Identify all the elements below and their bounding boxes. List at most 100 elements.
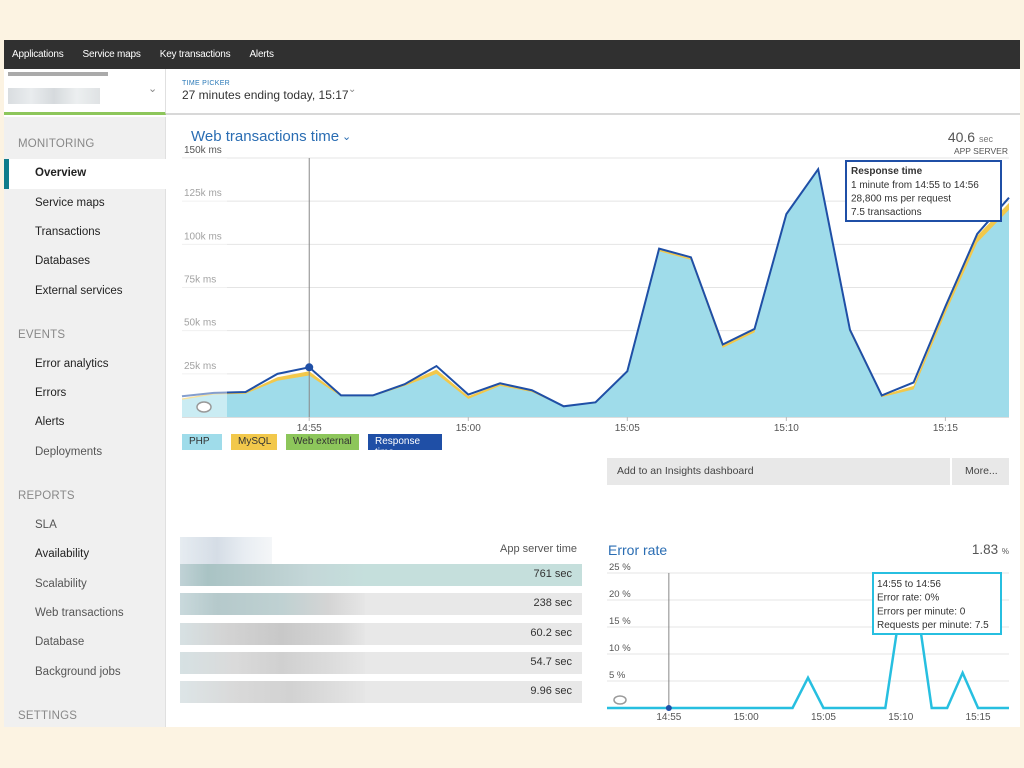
x-tick-label: 15:10 xyxy=(888,712,913,723)
y-tick-label: 10 % xyxy=(609,643,631,654)
more-button[interactable]: More... xyxy=(965,465,998,477)
stat-value: 1.83 xyxy=(971,542,999,557)
table-row[interactable]: 54.7 sec xyxy=(180,652,582,674)
error-rate-line xyxy=(607,598,1009,710)
app-name-redacted xyxy=(8,88,100,104)
sidebar-item-external-services[interactable]: External services xyxy=(35,285,123,297)
hover-point xyxy=(305,363,314,372)
sidebar-item-error-analytics[interactable]: Error analytics xyxy=(35,358,109,370)
time-picker[interactable]: TIME PICKER 27 minutes ending today, 15:… xyxy=(182,80,349,102)
sidebar: MONITORING Overview Service maps Transac… xyxy=(4,117,166,727)
sidebar-section-monitoring: MONITORING xyxy=(18,138,95,150)
nav-applications[interactable]: Applications xyxy=(12,49,64,60)
time-picker-label: TIME PICKER xyxy=(182,80,231,87)
x-tick-label: 15:05 xyxy=(615,423,640,434)
insights-bar: Add to an Insights dashboard More... xyxy=(607,458,1009,485)
chevron-down-icon[interactable]: ⌄ xyxy=(348,84,357,95)
y-tick-label: 50k ms xyxy=(184,318,216,329)
table-header-app-server-time: App server time xyxy=(500,543,578,555)
legend-mysql[interactable]: MySQL xyxy=(231,434,277,450)
legend-label: PHP xyxy=(189,436,210,447)
table-cell-value: 60.2 sec xyxy=(530,627,572,639)
legend-web-external[interactable]: Web external xyxy=(286,434,359,450)
app-frame: Applications Service maps Key transactio… xyxy=(4,40,1020,727)
time-picker-value[interactable]: 27 minutes ending today, 15:17 xyxy=(182,88,349,102)
redacted-name xyxy=(180,564,365,586)
redacted-name xyxy=(180,593,365,615)
legend-label: Web external xyxy=(293,436,352,447)
tooltip-line: 14:55 to 14:56 xyxy=(877,579,941,590)
y-tick-label: 20 % xyxy=(609,589,631,600)
chart-title[interactable]: Web transactions time xyxy=(191,128,340,145)
sidebar-item-web-transactions[interactable]: Web transactions xyxy=(35,607,124,619)
sidebar-item-deployments[interactable]: Deployments xyxy=(35,446,103,458)
chart-tooltip: Response time 1 minute from 14:55 to 14:5… xyxy=(845,160,1002,222)
redacted-name xyxy=(180,681,365,703)
table-cell-value: 238 sec xyxy=(533,597,572,609)
chevron-down-icon[interactable]: ⌄ xyxy=(342,131,352,143)
php-area xyxy=(182,170,1009,417)
table-row[interactable]: 761 sec xyxy=(180,564,582,586)
y-tick-label: 25 % xyxy=(609,562,631,573)
stat-unit: % xyxy=(1001,547,1009,556)
app-name-redacted-bar xyxy=(8,72,108,76)
error-rate-chart[interactable]: 5 % 10 % 15 % 20 % 25 % 14:55 15:00 15:05 15:10 1… xyxy=(4,40,1020,727)
y-tick-label: 5 % xyxy=(609,670,626,681)
chevron-down-icon[interactable]: ⌄ xyxy=(148,83,158,95)
nav-alerts[interactable]: Alerts xyxy=(249,49,274,60)
error-rate-stat: 1.83 % xyxy=(972,542,1009,557)
sidebar-item-availability[interactable]: Availability xyxy=(35,548,90,560)
nav-service-maps[interactable]: Service maps xyxy=(82,49,141,60)
sidebar-section-settings: SETTINGS xyxy=(18,710,78,722)
legend-label: Response time xyxy=(375,436,421,458)
tooltip-line: 7.5 transactions xyxy=(851,207,922,218)
x-tick-label: 15:15 xyxy=(966,712,991,723)
app-bar: ⌄ TIME PICKER 27 minutes ending today, 1… xyxy=(4,69,1020,115)
tooltip-title: Response time xyxy=(851,166,923,177)
y-tick-label: 25k ms xyxy=(184,361,216,372)
hover-point xyxy=(665,705,672,711)
legend-label: MySQL xyxy=(238,436,272,447)
x-tick-label: 15:10 xyxy=(774,423,799,434)
table-row[interactable]: 9.96 sec xyxy=(180,681,582,703)
sidebar-item-errors[interactable]: Errors xyxy=(35,387,67,399)
app-server-stat: 40.6 sec xyxy=(948,129,993,145)
sidebar-item-label: Overview xyxy=(35,167,87,179)
nav-key-transactions[interactable]: Key transactions xyxy=(159,49,231,60)
sidebar-section-events: EVENTS xyxy=(18,329,66,341)
sidebar-item-transactions[interactable]: Transactions xyxy=(35,226,101,238)
top-nav: Applications Service maps Key transactio… xyxy=(4,40,1020,69)
x-tick-label: 15:00 xyxy=(734,712,759,723)
table-cell-value: 54.7 sec xyxy=(530,656,572,668)
error-rate-title[interactable]: Error rate xyxy=(608,542,668,558)
table-row[interactable]: 238 sec xyxy=(180,593,582,615)
sidebar-item-database[interactable]: Database xyxy=(35,636,85,648)
sidebar-item-overview[interactable]: Overview xyxy=(4,159,166,189)
tooltip-line: Requests per minute: 7.5 xyxy=(877,620,989,631)
table-cell-value: 761 sec xyxy=(533,568,572,580)
tooltip-line: Error rate: 0% xyxy=(877,593,939,604)
sidebar-item-service-maps[interactable]: Service maps xyxy=(35,197,105,209)
tooltip-line: 1 minute from 14:55 to 14:56 xyxy=(851,180,979,191)
y-tick-label: 125k ms xyxy=(184,188,222,199)
stat-unit: sec xyxy=(978,134,993,144)
table-row[interactable]: 60.2 sec xyxy=(180,623,582,645)
add-to-insights-button[interactable]: Add to an Insights dashboard xyxy=(617,465,754,477)
legend-php[interactable]: PHP xyxy=(182,434,222,450)
web-transactions-chart[interactable]: 25k ms 50k ms 75k ms 100k ms 125k ms 150k ms 1… xyxy=(4,40,1020,440)
sidebar-item-scalability[interactable]: Scalability xyxy=(35,578,87,590)
sidebar-item-sla[interactable]: SLA xyxy=(35,519,57,531)
x-tick-label: 14:55 xyxy=(297,423,322,434)
sidebar-item-background-jobs[interactable]: Background jobs xyxy=(35,666,121,678)
zoom-icon xyxy=(196,401,212,413)
error-tooltip: 14:55 to 14:56 Error rate: 0% Errors per m… xyxy=(872,572,1002,635)
zoom-icon xyxy=(613,695,627,705)
sidebar-item-databases[interactable]: Databases xyxy=(35,255,90,267)
faded-region xyxy=(182,158,227,417)
redacted-header xyxy=(180,537,272,565)
legend-response-time[interactable]: Response time xyxy=(368,434,442,458)
app-selector[interactable]: ⌄ xyxy=(4,69,166,115)
stat-label: APP SERVER xyxy=(953,146,1008,156)
sidebar-item-alerts[interactable]: Alerts xyxy=(35,416,65,428)
stat-value: 40.6 xyxy=(947,129,976,145)
